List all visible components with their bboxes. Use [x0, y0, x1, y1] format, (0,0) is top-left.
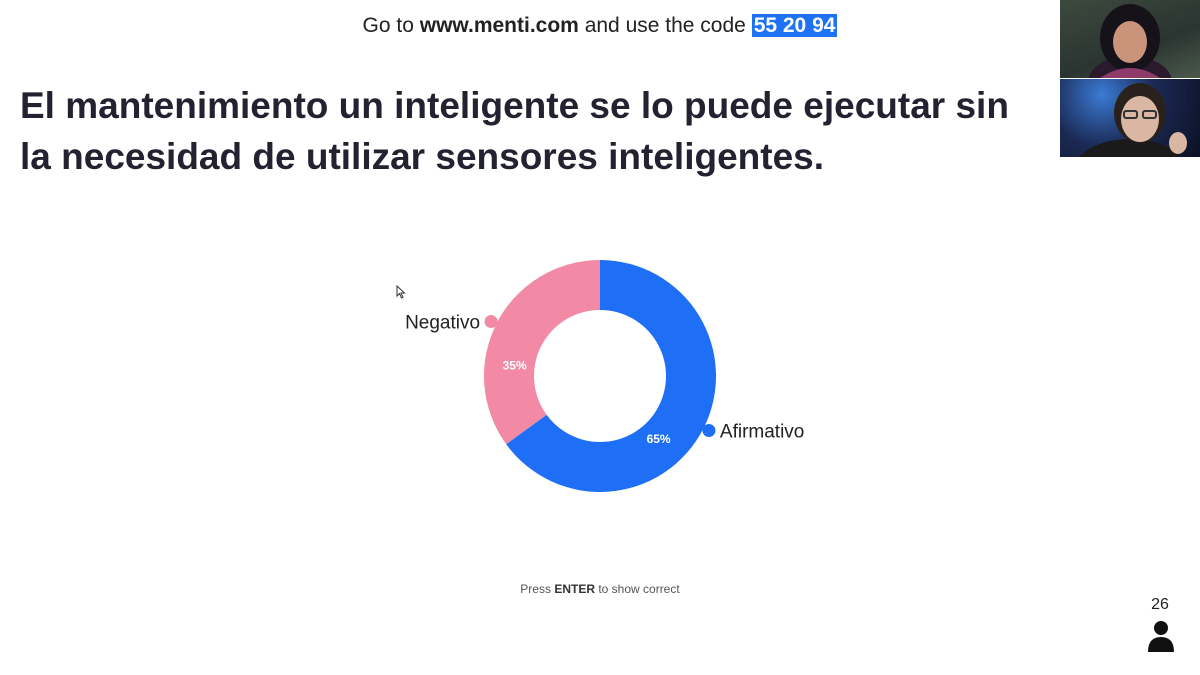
hint-key: ENTER	[554, 582, 595, 596]
menti-link[interactable]: www.menti.com	[419, 14, 579, 37]
value-label-negativo: 35%	[503, 359, 527, 373]
value-label-afirmativo: 65%	[647, 432, 671, 446]
donut-chart: 65% Afirmativo 35% Negativo	[405, 260, 804, 493]
join-prefix: Go to	[362, 14, 414, 37]
hint-suffix: to show correct	[598, 582, 680, 596]
results-chart: 65% Afirmativo 35% Negativo	[380, 250, 840, 500]
video-tile-speaker[interactable]	[1060, 79, 1200, 157]
slice-negativo	[484, 260, 600, 445]
cursor-icon	[396, 285, 406, 299]
join-instructions: Go to www.menti.com and use the code 55 …	[0, 14, 1200, 38]
join-code: 55 20 94	[751, 14, 838, 37]
slice-afirmativo	[506, 260, 716, 493]
participant-avatar-icon	[1088, 4, 1172, 78]
join-middle: and use the code	[584, 14, 746, 37]
video-participants	[1060, 0, 1200, 157]
participant-avatar-icon	[1079, 83, 1187, 157]
video-tile-presenter[interactable]	[1060, 0, 1200, 78]
question-title: El mantenimiento un inteligente se lo pu…	[20, 85, 1009, 177]
legend-dot-afirmativo	[702, 423, 716, 437]
category-label-afirmativo: Afirmativo	[720, 421, 804, 442]
hint-prefix: Press	[520, 582, 551, 596]
legend-dot-negativo	[484, 315, 498, 329]
press-enter-hint: Press ENTER to show correct	[0, 582, 1200, 596]
participant-count: 26	[1151, 596, 1169, 613]
category-label-negativo: Negativo	[405, 313, 480, 334]
person-icon	[1148, 621, 1174, 652]
